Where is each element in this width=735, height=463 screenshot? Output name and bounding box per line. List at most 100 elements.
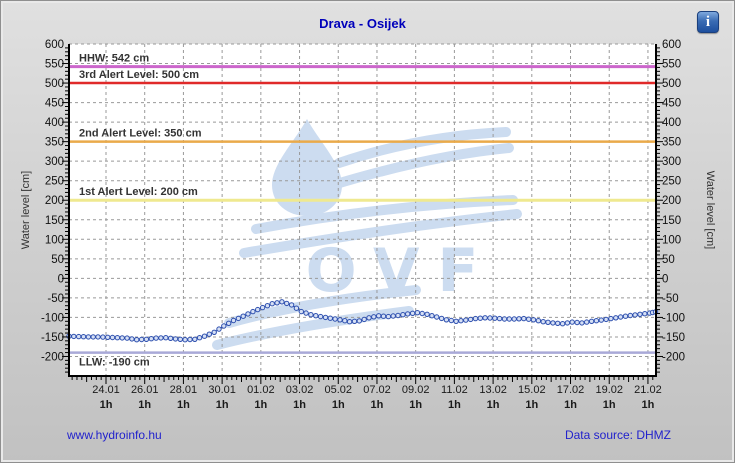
- data-point-marker: [80, 334, 87, 340]
- data-point-marker: [226, 320, 232, 326]
- data-point-marker: [521, 315, 527, 322]
- data-point-marker: [172, 336, 179, 342]
- x-tick-date-label: 09.02: [402, 384, 430, 396]
- y-tick-label-left: 100: [45, 234, 64, 246]
- y-tick-label-right: -50: [662, 293, 679, 305]
- data-point-marker: [90, 334, 96, 340]
- data-point-marker: [424, 311, 430, 317]
- y-tick-label-right: 100: [662, 234, 681, 246]
- y-tick-label-left: -150: [41, 332, 64, 344]
- data-point-marker: [637, 311, 643, 317]
- data-point-marker: [477, 315, 483, 321]
- x-tick-hour-label: 1h: [487, 399, 500, 411]
- data-point-marker: [632, 312, 638, 318]
- data-point-marker: [380, 313, 387, 319]
- data-point-marker: [303, 310, 309, 316]
- reference-line-label: 3rd Alert Level: 500 cm: [79, 69, 199, 81]
- y-tick-label-left: 500: [45, 78, 64, 90]
- data-point-marker: [240, 313, 246, 319]
- data-point-marker: [385, 313, 392, 320]
- y-tick-label-right: 350: [662, 137, 681, 149]
- data-point-marker: [250, 308, 256, 315]
- x-tick-date-label: 13.02: [479, 384, 507, 396]
- data-source-link[interactable]: Data source: DHMZ: [564, 428, 671, 442]
- y-tick-label-right: 450: [662, 98, 681, 110]
- x-tick-hour-label: 1h: [642, 399, 655, 411]
- data-point-marker: [356, 318, 362, 324]
- data-point-marker: [206, 331, 213, 337]
- x-tick-hour-label: 1h: [138, 399, 151, 411]
- x-tick-date-label: 24.01: [92, 384, 120, 396]
- x-tick-date-label: 05.02: [324, 384, 352, 396]
- data-point-marker: [163, 335, 169, 341]
- info-icon-glyph: i: [705, 13, 711, 30]
- y-tick-label-right: -100: [662, 312, 685, 324]
- watermark-ovf-logo: OVF: [212, 119, 522, 350]
- y-tick-label-left: 150: [45, 215, 64, 227]
- data-point-marker: [100, 334, 106, 340]
- data-point-marker: [588, 318, 595, 324]
- data-point-marker: [419, 310, 425, 317]
- data-point-marker: [530, 317, 537, 323]
- x-tick-hour-label: 1h: [254, 399, 267, 411]
- data-point-marker: [627, 312, 633, 319]
- x-tick-date-label: 11.02: [441, 384, 468, 396]
- data-point-marker: [187, 336, 193, 343]
- data-point-marker: [482, 315, 488, 321]
- data-point-marker: [516, 316, 522, 322]
- watermark-wave-icon: [251, 195, 518, 234]
- data-point-marker: [617, 314, 624, 320]
- data-point-marker: [255, 306, 261, 313]
- site-link[interactable]: www.hydroinfo.hu: [67, 428, 162, 442]
- data-point-marker: [434, 314, 440, 320]
- data-point-marker: [293, 305, 300, 311]
- y-tick-label-right: 50: [662, 254, 675, 266]
- y-tick-label-left: 200: [45, 195, 64, 207]
- data-point-marker: [138, 336, 145, 343]
- x-tick-hour-label: 1h: [448, 399, 461, 411]
- data-point-marker: [143, 336, 150, 342]
- data-point-marker: [642, 311, 648, 317]
- data-point-marker: [501, 316, 508, 322]
- data-point-marker: [317, 313, 324, 320]
- data-point-marker: [579, 320, 585, 326]
- data-point-marker: [472, 315, 479, 322]
- y-tick-label-right: 500: [662, 78, 681, 90]
- data-point-marker: [409, 310, 416, 316]
- info-icon[interactable]: i: [697, 11, 719, 33]
- data-point-marker: [124, 335, 130, 341]
- data-point-marker: [603, 316, 609, 323]
- reference-line-label: LLW: -190 cm: [79, 357, 150, 369]
- data-point-marker: [230, 317, 237, 324]
- data-point-marker: [308, 312, 314, 318]
- data-point-marker: [376, 313, 382, 319]
- data-point-marker: [201, 333, 208, 339]
- data-point-marker: [196, 335, 203, 341]
- reference-line-label: HHW: 542 cm: [79, 53, 149, 65]
- data-point-marker: [371, 314, 377, 320]
- data-point-marker: [496, 315, 503, 322]
- data-point-marker: [535, 318, 542, 324]
- y-tick-label-left: 300: [45, 156, 64, 168]
- data-point-marker: [593, 318, 600, 324]
- x-tick-date-label: 07.02: [363, 384, 391, 396]
- data-point-marker: [467, 316, 474, 323]
- data-point-marker: [550, 320, 556, 326]
- axes: [68, 44, 657, 377]
- x-tick-labels: 24.01 1h 26.01 1h 28.01 1h 30.01 1h 01.02 1h 03.02…: [92, 384, 661, 411]
- y-tick-label-right: 550: [662, 59, 681, 71]
- data-point-marker: [114, 335, 121, 341]
- y-axis-label-left: Water level [cm]: [20, 170, 32, 250]
- y-tick-label-right: 600: [662, 39, 681, 51]
- data-point-marker: [390, 313, 396, 319]
- water-level-chart: OVF HHW: 542 cm 3rd Alert Level: 500 cm 2nd…: [41, 39, 685, 411]
- y-tick-label-right: 0: [662, 273, 668, 285]
- data-point-marker: [346, 319, 353, 325]
- watermark-wave-icon: [328, 143, 514, 190]
- y-tick-label-left: 0: [58, 273, 64, 285]
- x-tick-date-label: 17.02: [557, 384, 585, 396]
- y-tick-label-left: 350: [45, 137, 64, 149]
- reference-line-label: 1st Alert Level: 200 cm: [79, 186, 198, 198]
